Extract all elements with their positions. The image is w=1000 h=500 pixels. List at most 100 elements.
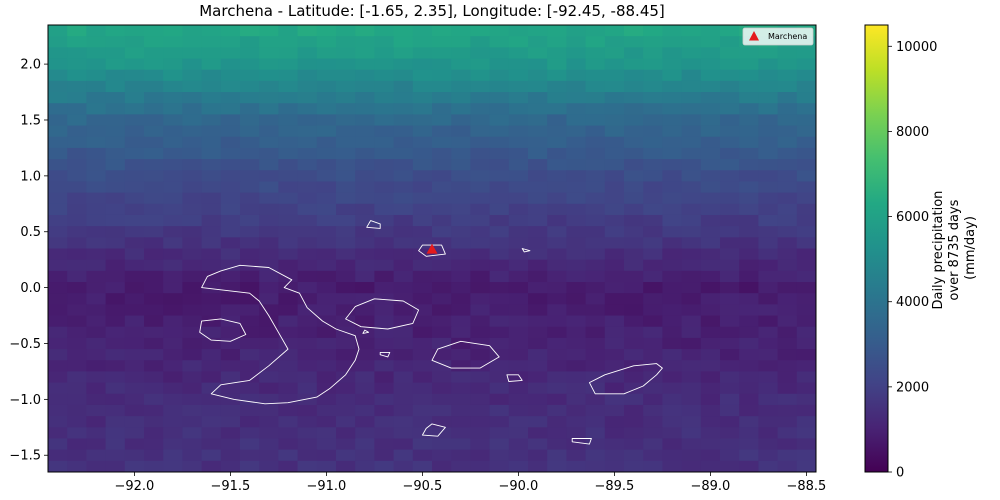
heatmap-cell <box>163 36 183 48</box>
heatmap-cell <box>105 237 126 250</box>
heatmap-cell <box>374 326 395 339</box>
heatmap-cell <box>336 147 356 160</box>
heatmap-cell <box>67 226 87 238</box>
heatmap-cell <box>432 393 452 406</box>
heatmap-cell <box>393 159 414 171</box>
heatmap-cell <box>489 427 510 440</box>
heatmap-cell <box>374 315 395 328</box>
heatmap-cell <box>739 203 759 216</box>
heatmap-cell <box>451 382 471 395</box>
heatmap-cell <box>316 103 337 116</box>
heatmap-cell <box>355 270 375 283</box>
heatmap-cell <box>451 393 471 406</box>
heatmap-cell <box>681 438 702 451</box>
heatmap-cell <box>758 293 779 305</box>
heatmap-cell <box>489 170 510 183</box>
heatmap-cell <box>297 136 318 149</box>
heatmap-cell <box>681 371 702 384</box>
heatmap-cell <box>566 360 587 373</box>
heatmap-cell <box>336 226 356 238</box>
heatmap-cell <box>220 114 241 127</box>
heatmap-cell <box>451 304 471 317</box>
heatmap-cell <box>528 360 548 373</box>
heatmap-cell <box>220 214 241 227</box>
heatmap-cell <box>739 226 759 238</box>
heatmap-cell <box>777 58 798 71</box>
heatmap-cell <box>67 315 87 328</box>
heatmap-cell <box>604 125 625 138</box>
heatmap-cell <box>739 214 759 227</box>
heatmap-cell <box>393 92 414 104</box>
heatmap-cell <box>355 69 375 82</box>
heatmap-cell <box>220 349 241 361</box>
heatmap-cell <box>105 36 126 48</box>
heatmap-cell <box>604 248 625 261</box>
heatmap-cell <box>297 326 318 339</box>
heatmap-cell <box>758 47 779 60</box>
heatmap-cell <box>259 170 279 183</box>
x-tick-label: −88.5 <box>786 479 826 494</box>
heatmap-cell <box>412 181 433 194</box>
heatmap-cell <box>412 214 433 227</box>
heatmap-cell <box>662 371 683 384</box>
heatmap-cell <box>240 315 260 328</box>
heatmap-cell <box>259 36 279 48</box>
heatmap-cell <box>220 382 241 395</box>
heatmap-cell <box>240 58 260 71</box>
heatmap-cell <box>547 114 567 127</box>
heatmap-cell <box>758 192 779 205</box>
heatmap-cell <box>105 214 126 227</box>
heatmap-cell <box>220 58 241 71</box>
heatmap-cell <box>297 427 318 440</box>
heatmap-cell <box>758 393 779 406</box>
heatmap-cell <box>777 69 798 82</box>
heatmap-cell <box>374 382 395 395</box>
heatmap-cell <box>240 25 260 37</box>
heatmap-cell <box>336 181 356 194</box>
heatmap-cell <box>528 349 548 361</box>
heatmap-cell <box>700 304 721 317</box>
heatmap-cell <box>585 427 606 440</box>
heatmap-cell <box>259 181 279 194</box>
heatmap-cell <box>182 382 203 395</box>
heatmap-cell <box>105 69 126 82</box>
heatmap-cell <box>355 304 375 317</box>
heatmap-cell <box>163 393 183 406</box>
heatmap-cell <box>278 349 299 361</box>
heatmap-cell <box>297 393 318 406</box>
heatmap-cell <box>528 382 548 395</box>
heatmap-cell <box>681 349 702 361</box>
heatmap-cell <box>259 25 279 37</box>
heatmap-cell <box>182 80 203 93</box>
heatmap-cell <box>643 114 663 127</box>
heatmap-cell <box>700 438 721 451</box>
heatmap-cell <box>624 304 644 317</box>
heatmap-cell <box>643 103 663 116</box>
heatmap-cell <box>201 147 222 160</box>
heatmap-cell <box>451 58 471 71</box>
heatmap-cell <box>585 416 606 428</box>
heatmap-cell <box>201 282 222 294</box>
heatmap-cell <box>508 203 529 216</box>
heatmap-cell <box>489 136 510 149</box>
heatmap-cell <box>547 393 567 406</box>
heatmap-cell <box>508 438 529 451</box>
heatmap-cell <box>739 427 759 440</box>
heatmap-cell <box>508 360 529 373</box>
coastline-pinzon <box>506 374 523 382</box>
heatmap-cell <box>48 114 68 127</box>
heatmap-cell <box>432 114 452 127</box>
heatmap-cell <box>278 315 299 328</box>
heatmap-cell <box>220 237 241 250</box>
heatmap-cell <box>105 248 126 261</box>
heatmap-cell <box>508 237 529 250</box>
heatmap-cell <box>585 393 606 406</box>
heatmap-cell <box>624 237 644 250</box>
heatmap-cell <box>662 460 683 472</box>
heatmap-cell <box>412 259 433 272</box>
heatmap-cell <box>86 25 107 37</box>
heatmap-cell <box>220 293 241 305</box>
heatmap-cell <box>681 360 702 373</box>
heatmap-cell <box>681 382 702 395</box>
heatmap-cell <box>278 69 299 82</box>
